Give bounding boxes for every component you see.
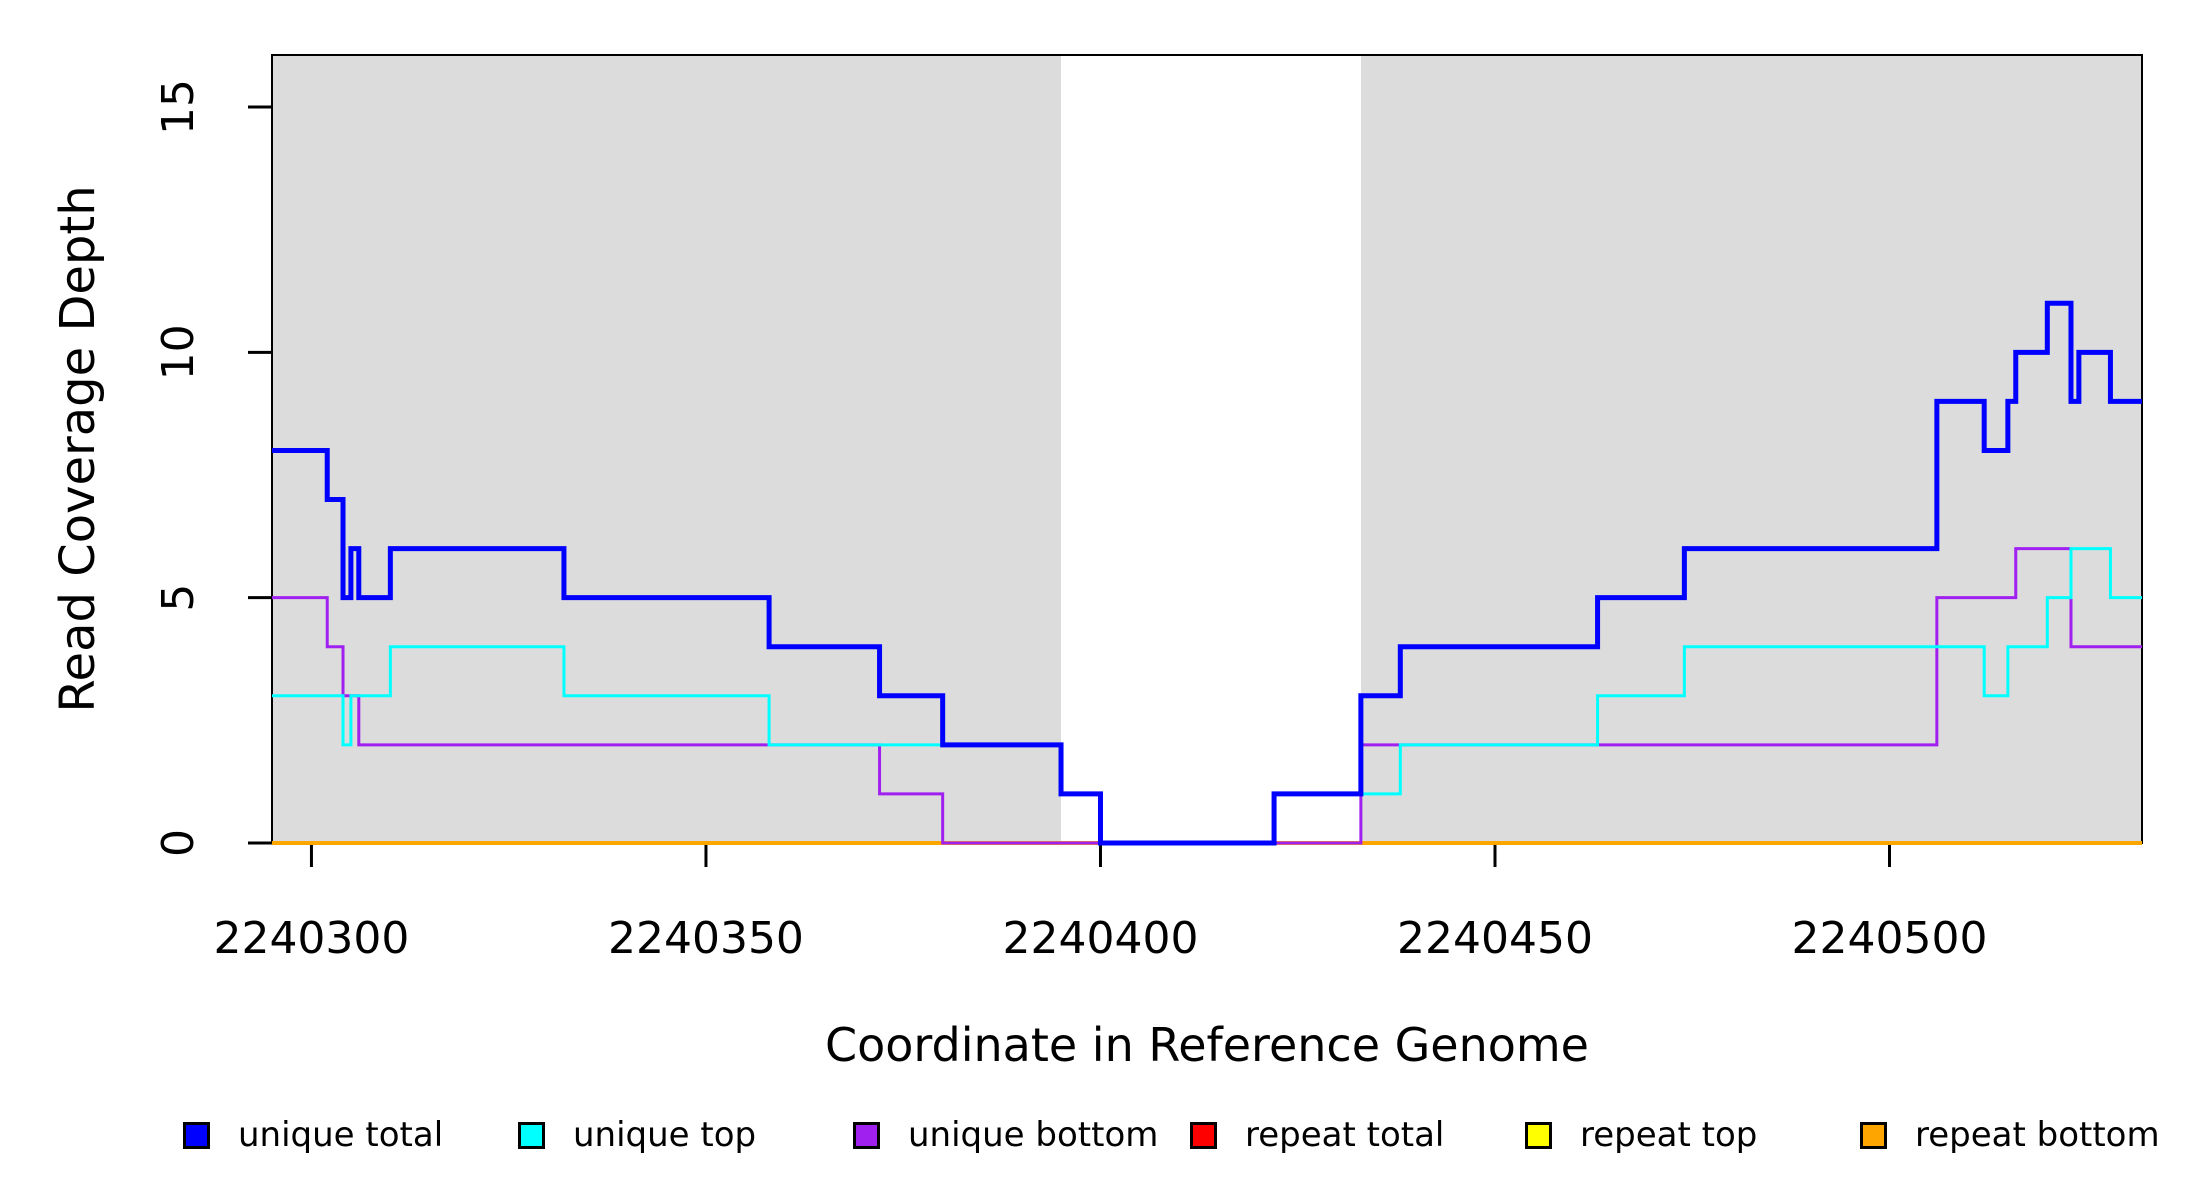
series-unique-total xyxy=(272,300,2142,846)
legend-item-repeat-total: repeat total xyxy=(1190,1115,1445,1155)
x-tick-label: 2240350 xyxy=(608,913,804,964)
repeat-top-swatch-icon xyxy=(1525,1121,1552,1149)
x-tick-label: 2240400 xyxy=(1002,913,1198,964)
y-tick-label: 15 xyxy=(153,79,204,135)
legend-item-unique-bottom: unique bottom xyxy=(853,1115,1159,1155)
y-tick-label: 5 xyxy=(153,584,204,612)
unique-total-swatch-icon xyxy=(183,1121,210,1149)
legend-item-repeat-top: repeat top xyxy=(1525,1115,1758,1155)
repeat-total-swatch-icon xyxy=(1190,1121,1217,1149)
legend-item-repeat-bottom: repeat bottom xyxy=(1860,1115,2160,1155)
unique-top-swatch-icon xyxy=(518,1121,545,1149)
legend-label: unique top xyxy=(573,1115,757,1155)
unique-bottom-swatch-icon xyxy=(853,1121,880,1149)
legend-label: repeat bottom xyxy=(1915,1115,2160,1155)
y-axis-title: Read Coverage Depth xyxy=(50,185,106,713)
x-tick-label: 2240500 xyxy=(1792,913,1988,964)
legend-label: unique bottom xyxy=(908,1115,1159,1155)
legend-label: repeat top xyxy=(1580,1115,1758,1155)
legend: unique total unique top unique bottom re… xyxy=(0,1115,2200,1158)
legend-item-unique-top: unique top xyxy=(518,1115,757,1155)
legend-label: repeat total xyxy=(1245,1115,1445,1155)
x-axis-title: Coordinate in Reference Genome xyxy=(825,1018,1589,1072)
y-tick-label: 10 xyxy=(153,324,204,380)
shaded-region xyxy=(1360,55,2142,843)
legend-item-unique-total: unique total xyxy=(183,1115,444,1155)
shaded-region xyxy=(272,55,1062,843)
y-tick-label: 0 xyxy=(153,829,204,857)
x-tick-label: 2240300 xyxy=(213,913,409,964)
legend-label: unique total xyxy=(238,1115,444,1155)
series-unique-bottom xyxy=(272,547,2142,845)
x-tick-label: 2240450 xyxy=(1397,913,1593,964)
repeat-bottom-swatch-icon xyxy=(1860,1121,1887,1149)
